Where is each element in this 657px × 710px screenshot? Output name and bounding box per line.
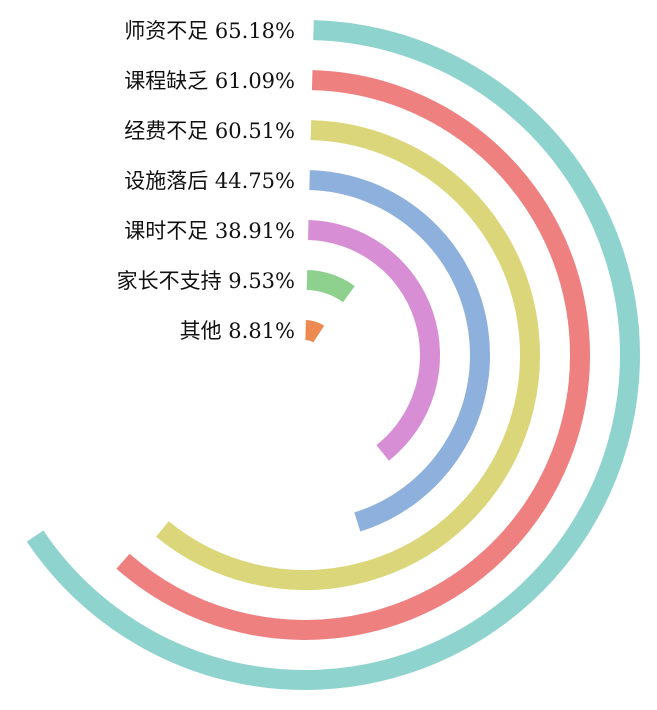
bar-label-6: 家长不支持 9.53% [117,269,295,293]
radial-bar-7 [304,320,325,343]
radial-bar-4 [309,170,490,532]
radial-bar-6 [306,270,355,303]
radial-bar-2 [116,70,590,640]
bar-label-3: 经费不足 60.51% [124,119,295,143]
radial-bar-1 [26,20,640,690]
bar-label-2: 课程缺乏 61.09% [124,69,295,93]
radial-bar-5 [307,220,440,461]
bar-label-4: 设施落后 44.75% [124,169,295,193]
bar-label-5: 课时不足 38.91% [124,219,295,243]
radial-bar-3 [156,120,541,590]
bar-label-1: 师资不足 65.18% [124,19,295,43]
bar-label-7: 其他 8.81% [180,319,295,343]
